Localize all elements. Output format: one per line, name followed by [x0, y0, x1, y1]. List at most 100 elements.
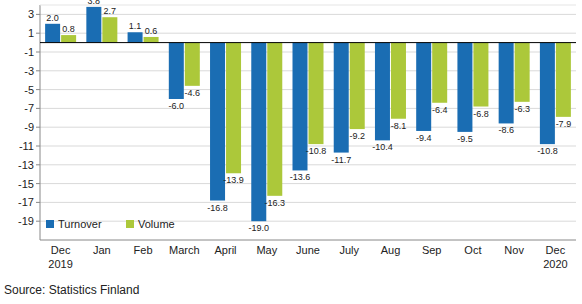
category-label-line: Nov [504, 244, 524, 256]
bar [128, 32, 143, 42]
grid-line [40, 70, 576, 71]
data-label: -9.4 [416, 133, 432, 143]
chart: 31-1-3-5-7-9-11-13-15-17-192.03.81.1-6.0… [0, 0, 582, 304]
grid-line [40, 127, 576, 128]
category-label-line: Jan [93, 244, 111, 256]
category-label: April [215, 244, 237, 256]
tick-label: -9 [24, 121, 34, 133]
tick-label: -19 [18, 215, 34, 227]
tick-mark [36, 108, 40, 109]
category-label: Jan [93, 244, 111, 256]
tick-mark [36, 146, 40, 147]
bar [86, 7, 101, 43]
data-label: -9.5 [457, 134, 473, 144]
tick-label: -1 [24, 46, 34, 58]
data-label: -7.9 [556, 119, 572, 129]
legend-swatch [126, 220, 134, 228]
grid-line [40, 33, 576, 34]
tick-label: 1 [28, 27, 34, 39]
tick-mark [36, 52, 40, 53]
category-label-line: 2020 [543, 258, 567, 270]
tick-label: -3 [24, 65, 34, 77]
legend-swatch [46, 220, 54, 228]
category-label-line: Aug [381, 244, 401, 256]
data-label: 2.7 [104, 6, 117, 16]
category-label: May [256, 244, 277, 256]
bar [432, 43, 447, 103]
zero-line [40, 42, 576, 43]
bar [499, 43, 514, 124]
data-label: 1.1 [129, 21, 142, 31]
data-label: 0.8 [62, 24, 75, 34]
data-label: -16.3 [265, 198, 286, 208]
category-label-line: March [169, 244, 200, 256]
source: Source: Statistics Finland [4, 283, 139, 297]
data-label: -10.4 [372, 142, 393, 152]
data-label: -13.6 [290, 172, 311, 182]
bar [391, 43, 406, 119]
category-label-line: Dec [546, 244, 566, 256]
tick-label: 3 [28, 8, 34, 20]
category-label: Dec2019 [48, 244, 72, 270]
tick-mark [36, 202, 40, 203]
frame-top [40, 5, 576, 6]
tick-mark [36, 33, 40, 34]
data-label: -10.8 [537, 146, 558, 156]
x-axis [40, 240, 576, 241]
tick-mark [36, 127, 40, 128]
category-label-line: Feb [134, 244, 153, 256]
bar [540, 43, 555, 145]
data-label: -19.0 [249, 223, 270, 233]
bar [457, 43, 472, 132]
tick-label: -17 [18, 196, 34, 208]
tick-label: -11 [19, 140, 34, 152]
data-label: -4.6 [185, 88, 201, 98]
bar [350, 43, 365, 129]
grid [36, 14, 576, 221]
grid-line [40, 89, 576, 90]
grid-line [40, 164, 576, 165]
category-label: July [339, 244, 359, 256]
bar [45, 24, 60, 43]
data-label: -13.9 [223, 175, 244, 185]
y-axis [40, 5, 41, 240]
data-label: 0.6 [145, 26, 158, 36]
data-label: -11.7 [331, 155, 351, 165]
bar [556, 43, 571, 117]
bar [226, 43, 241, 174]
bar [473, 43, 488, 107]
data-label: 3.8 [88, 0, 101, 6]
category-label-line: June [296, 244, 320, 256]
grid-line [40, 108, 576, 109]
category-label-line: July [339, 244, 359, 256]
category-label-line: Oct [464, 244, 481, 256]
tick-mark [36, 70, 40, 71]
data-label: -6.3 [514, 104, 530, 114]
category-label: Aug [381, 244, 401, 256]
data-label: -6.0 [169, 101, 185, 111]
data-label: -8.1 [391, 121, 407, 131]
bar [267, 43, 282, 196]
bar [334, 43, 349, 153]
category-label-line: May [256, 244, 277, 256]
grid-line [40, 202, 576, 203]
tick-mark [36, 14, 40, 15]
data-label: 2.0 [46, 13, 59, 23]
data-label: -8.6 [498, 125, 514, 135]
bar [251, 43, 266, 222]
category-label: Dec 2020 [543, 244, 567, 270]
tick-mark [36, 89, 40, 90]
tick-label: -15 [18, 178, 34, 190]
bar [61, 35, 76, 43]
tick-mark [36, 164, 40, 165]
grid-line [40, 52, 576, 53]
tick-mark [36, 221, 40, 222]
bar [375, 43, 390, 141]
bars [45, 7, 571, 221]
category-label-line: Dec [51, 244, 71, 256]
tick-label: -13 [18, 159, 34, 171]
category-label-line: April [215, 244, 237, 256]
legend-label: Turnover [58, 218, 102, 230]
legend-label: Volume [138, 218, 175, 230]
grid-line [40, 14, 576, 15]
